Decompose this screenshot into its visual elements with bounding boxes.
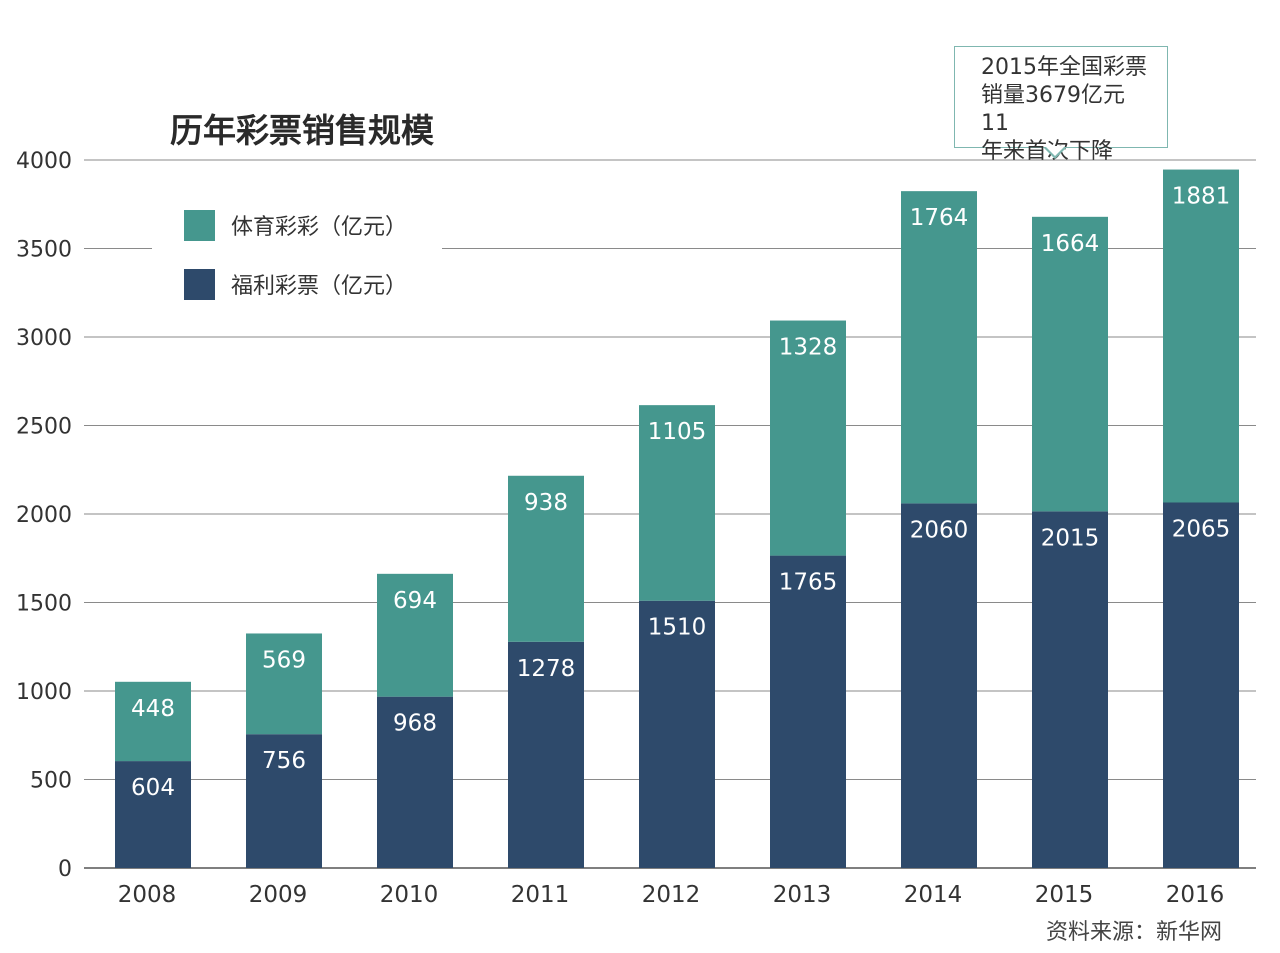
- chart-title: 历年彩票销售规模: [170, 111, 434, 150]
- y-tick-label-2500: 2500: [16, 415, 72, 440]
- legend-swatch-welfare-lottery: [184, 268, 215, 300]
- annotation-line-3: 年来首次下降: [981, 139, 1114, 164]
- bar-sports-2016: [1163, 169, 1239, 503]
- bar-welfare-2009: [246, 734, 322, 868]
- annotation-callout: 2015年全国彩票 销量3679亿元 11 年来首次下降: [954, 46, 1168, 164]
- bar-sports-2010: [377, 573, 453, 697]
- y-tick-label-2000: 2000: [16, 503, 72, 528]
- data-label-welfare-2014: 2060: [910, 517, 969, 543]
- data-label-sports-2012: 1105: [648, 419, 707, 445]
- bar-welfare-2013: [770, 555, 846, 868]
- data-label-sports-2013: 1328: [779, 335, 838, 361]
- x-tick-label-2014: 2014: [904, 882, 963, 908]
- data-label-welfare-2009: 756: [262, 748, 306, 774]
- bar-sports-2008: [115, 681, 191, 762]
- data-label-welfare-2015: 2015: [1041, 525, 1100, 551]
- source-note: 资料来源：新华网: [1045, 920, 1222, 945]
- bar-welfare-2011: [508, 641, 584, 868]
- bar-welfare-2008: [115, 761, 191, 868]
- legend-item-sports-lottery: 体育彩彩（亿元）: [184, 209, 407, 241]
- bar-welfare-2012: [639, 600, 715, 868]
- data-label-sports-2010: 694: [393, 588, 437, 614]
- bar-welfare-2016: [1163, 502, 1239, 868]
- x-tick-label-2016: 2016: [1166, 882, 1225, 908]
- x-tick-label-2008: 2008: [118, 882, 177, 908]
- y-tick-label-1500: 1500: [16, 592, 72, 617]
- y-tick-label-3000: 3000: [16, 326, 72, 351]
- bar-sports-2014: [901, 191, 977, 504]
- annotation-line-2: 销量3679亿元 11: [981, 83, 1125, 136]
- bar-sports-2012: [639, 405, 715, 601]
- bar-welfare-2010: [377, 696, 453, 868]
- bar-sports-2011: [508, 475, 584, 642]
- data-label-welfare-2013: 1765: [779, 570, 838, 596]
- data-label-sports-2011: 938: [524, 490, 568, 516]
- data-label-sports-2014: 1764: [910, 205, 969, 231]
- x-tick-label-2010: 2010: [380, 882, 439, 908]
- legend-item-welfare-lottery: 福利彩票（亿元）: [184, 268, 407, 300]
- x-tick-label-2015: 2015: [1035, 882, 1094, 908]
- data-label-welfare-2012: 1510: [648, 615, 707, 641]
- annotation-pointer-fill: [1045, 146, 1065, 156]
- annotation-line-1: 2015年全国彩票: [981, 55, 1147, 80]
- data-label-sports-2009: 569: [262, 647, 306, 673]
- x-tick-label-2011: 2011: [511, 882, 570, 908]
- data-label-sports-2008: 448: [131, 696, 175, 722]
- bar-welfare-2015: [1032, 511, 1108, 868]
- data-label-welfare-2016: 2065: [1172, 516, 1231, 542]
- data-label-sports-2016: 1881: [1172, 184, 1231, 210]
- y-tick-label-4000: 4000: [16, 149, 72, 174]
- bar-sports-2015: [1032, 216, 1108, 512]
- legend-label-welfare-lottery: 福利彩票（亿元）: [231, 274, 408, 299]
- data-label-welfare-2008: 604: [131, 775, 175, 801]
- bar-sports-2009: [246, 633, 322, 735]
- y-tick-label-1000: 1000: [16, 680, 72, 705]
- bar-sports-2013: [770, 320, 846, 556]
- x-tick-label-2009: 2009: [249, 882, 308, 908]
- y-tick-label-3500: 3500: [16, 238, 72, 263]
- data-label-welfare-2010: 968: [393, 711, 437, 737]
- y-tick-label-0: 0: [58, 857, 72, 882]
- x-tick-label-2013: 2013: [773, 882, 832, 908]
- legend-swatch-sports-lottery: [184, 209, 215, 241]
- bar-welfare-2014: [901, 503, 977, 868]
- x-tick-label-2012: 2012: [642, 882, 701, 908]
- data-label-welfare-2011: 1278: [517, 656, 576, 682]
- data-label-sports-2015: 1664: [1041, 231, 1100, 257]
- legend-label-sports-lottery: 体育彩彩（亿元）: [231, 215, 408, 240]
- y-tick-label-500: 500: [30, 769, 72, 794]
